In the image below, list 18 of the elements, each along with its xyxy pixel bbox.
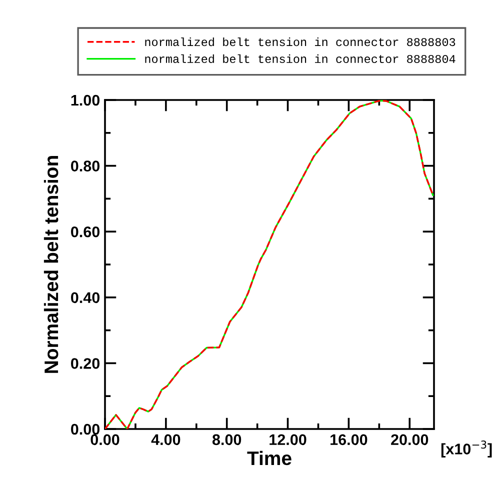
x-tick-label: 16.00 [330, 434, 368, 446]
x-tick-label: 12.00 [270, 434, 306, 446]
x-tick-label: 0.00 [90, 434, 120, 446]
legend-label: normalized belt tension in connector 8888803 [145, 37, 456, 46]
x-tick-label: 20.00 [391, 434, 428, 446]
y-tick-label: 0.20 [71, 358, 100, 369]
x-axis-title: Time [247, 450, 292, 466]
text: [x10$^{−3}$] [441, 440, 492, 458]
y-tick-label: 0.80 [71, 160, 100, 172]
x-tick-label: 8.00 [212, 434, 242, 446]
line-series [105, 100, 434, 429]
y-axis-title: Normalized belt tension [44, 156, 58, 373]
x-tick-label: 4.00 [151, 434, 180, 446]
y-tick-label: 1.00 [71, 94, 100, 106]
legend-label: normalized belt tension in connector 8888804 [145, 54, 456, 64]
y-tick-label: 0.40 [71, 292, 100, 304]
y-tick-label: 0.00 [71, 424, 100, 435]
y-tick-label: 0.60 [71, 226, 100, 238]
